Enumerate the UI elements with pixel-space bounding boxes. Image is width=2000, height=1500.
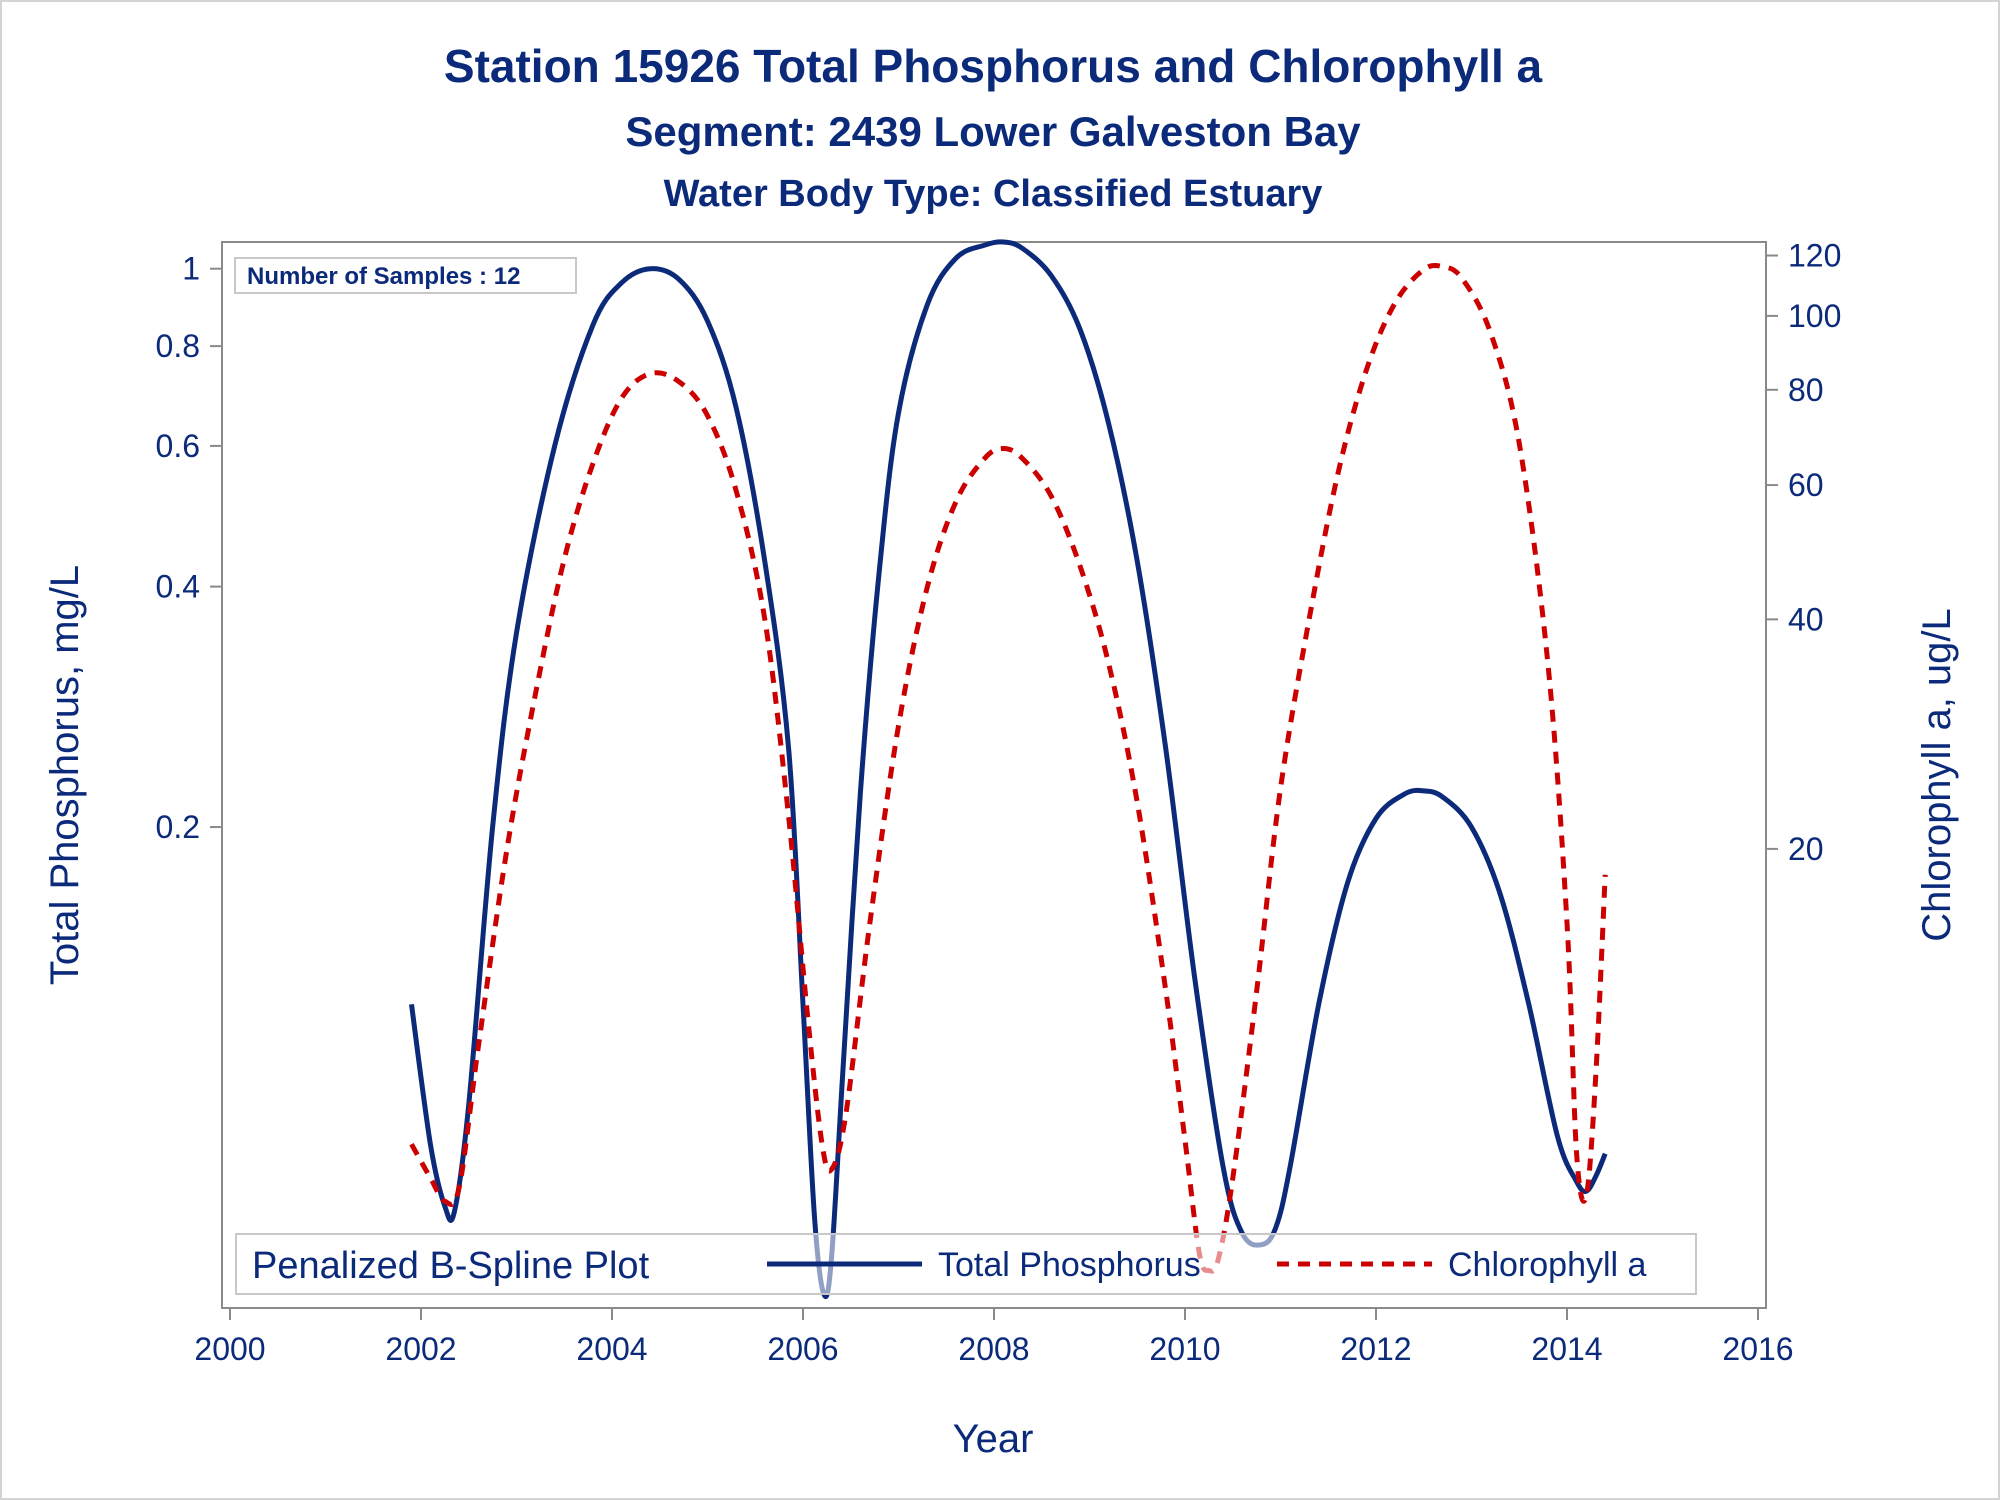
y-tick-label: 0.2 [156,809,200,845]
legend-title: Penalized B-Spline Plot [252,1245,650,1287]
samples-inset-text: Number of Samples : 12 [247,263,520,290]
y2-tick-label: 60 [1788,467,1824,503]
x-tick-label: 2014 [1531,1331,1602,1367]
y2-tick-label: 100 [1788,298,1841,334]
series-line-chlorophyll-a [409,262,1608,1274]
x-tick-label: 2000 [194,1331,265,1367]
y-tick-label: 1 [182,251,200,287]
chart-title: Station 15926 Total Phosphorus and Chlor… [444,40,1543,92]
y-axis-ticks: 0.2 0.4 0.6 0.8 1 [156,251,222,845]
y2-tick-label: 80 [1788,372,1824,408]
x-tick-label: 2012 [1340,1331,1411,1367]
x-tick-label: 2010 [1149,1331,1220,1367]
series-line-total-phosphorus [409,239,1608,1300]
y-tick-label: 0.4 [156,569,200,605]
legend-label-total-phosphorus: Total Phosphorus [938,1246,1201,1284]
legend-box [235,1233,1697,1295]
plot-area [221,241,1767,1309]
y-axis-label: Total Phosphorus, mg/L [43,565,87,985]
y-tick-label: 0.6 [156,428,200,464]
y2-tick-label: 20 [1788,831,1824,867]
chart-subtitle-2: Water Body Type: Classified Estuary [664,173,1323,215]
x-axis-label: Year [953,1417,1034,1461]
y2-axis-ticks: 20 40 60 80 100 120 [1766,238,1841,867]
x-tick-label: 2008 [958,1331,1029,1367]
chart-subtitle: Segment: 2439 Lower Galveston Bay [625,108,1361,155]
samples-inset-box [234,257,577,294]
x-axis-ticks: 2000 2002 2004 2006 2008 2010 2012 2014 2016 [194,1308,1794,1367]
y-tick-label: 0.8 [156,328,200,364]
series-layer [409,239,1608,1300]
x-tick-label: 2016 [1722,1331,1793,1367]
x-tick-label: 2004 [576,1331,647,1367]
y2-tick-label: 40 [1788,601,1824,637]
legend-label-chlorophyll: Chlorophyll a [1448,1246,1647,1284]
y2-axis-label: Chlorophyll a, ug/L [1915,608,1959,942]
y2-tick-label: 120 [1788,238,1841,274]
x-tick-label: 2002 [385,1331,456,1367]
x-tick-label: 2006 [767,1331,838,1367]
